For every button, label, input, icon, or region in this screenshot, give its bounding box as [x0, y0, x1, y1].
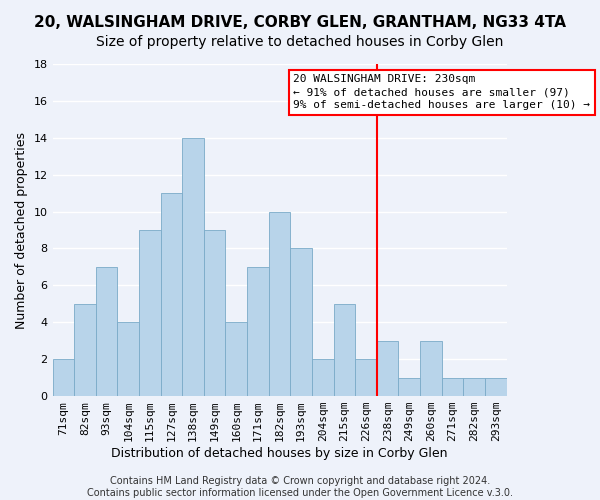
- Bar: [118, 322, 139, 396]
- Bar: [204, 230, 226, 396]
- Bar: [442, 378, 463, 396]
- Bar: [182, 138, 204, 396]
- Bar: [377, 340, 398, 396]
- Bar: [226, 322, 247, 396]
- Bar: [312, 359, 334, 396]
- Y-axis label: Number of detached properties: Number of detached properties: [15, 132, 28, 328]
- Bar: [355, 359, 377, 396]
- Bar: [420, 340, 442, 396]
- Bar: [463, 378, 485, 396]
- Bar: [74, 304, 96, 396]
- Bar: [161, 193, 182, 396]
- Bar: [53, 359, 74, 396]
- Text: Size of property relative to detached houses in Corby Glen: Size of property relative to detached ho…: [97, 35, 503, 49]
- Bar: [290, 248, 312, 396]
- Bar: [96, 267, 118, 396]
- Text: 20, WALSINGHAM DRIVE, CORBY GLEN, GRANTHAM, NG33 4TA: 20, WALSINGHAM DRIVE, CORBY GLEN, GRANTH…: [34, 15, 566, 30]
- X-axis label: Distribution of detached houses by size in Corby Glen: Distribution of detached houses by size …: [111, 447, 448, 460]
- Bar: [334, 304, 355, 396]
- Bar: [485, 378, 506, 396]
- Bar: [398, 378, 420, 396]
- Bar: [139, 230, 161, 396]
- Bar: [269, 212, 290, 396]
- Text: Contains HM Land Registry data © Crown copyright and database right 2024.
Contai: Contains HM Land Registry data © Crown c…: [87, 476, 513, 498]
- Bar: [247, 267, 269, 396]
- Text: 20 WALSINGHAM DRIVE: 230sqm
← 91% of detached houses are smaller (97)
9% of semi: 20 WALSINGHAM DRIVE: 230sqm ← 91% of det…: [293, 74, 590, 110]
